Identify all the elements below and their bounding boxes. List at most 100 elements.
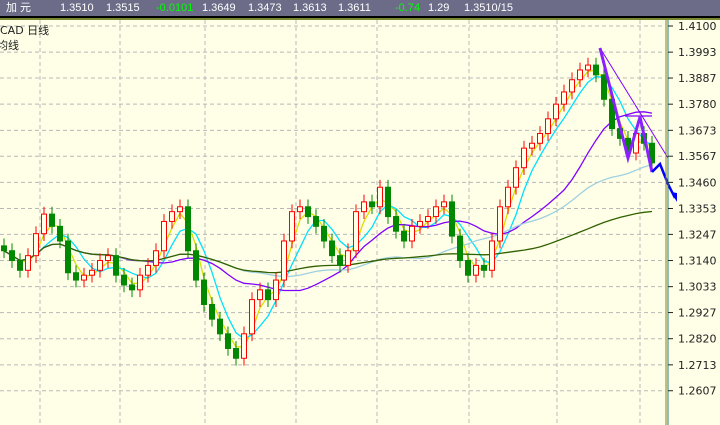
candle [185, 199, 191, 259]
candle [393, 209, 399, 239]
tick-label: 1.2713 [678, 359, 717, 372]
candle [41, 206, 47, 241]
candle-body [529, 142, 535, 149]
candle [49, 206, 55, 234]
candle-body [489, 240, 495, 271]
candle-body [409, 225, 415, 242]
candle [241, 326, 247, 366]
candle [409, 218, 415, 249]
candle-body [177, 206, 183, 213]
candle-body [321, 225, 327, 242]
ma-line-3 [3, 69, 653, 348]
candle-body [521, 147, 527, 169]
candle-body [257, 289, 263, 301]
candle [169, 204, 175, 229]
candle-body [305, 206, 311, 218]
candle [321, 218, 327, 249]
candle [97, 253, 103, 278]
candle [441, 194, 447, 215]
candle-body [249, 299, 255, 335]
candle-body [49, 213, 55, 227]
candle [505, 179, 511, 215]
candle [249, 292, 255, 342]
candle-body [593, 64, 599, 76]
candle-body [185, 206, 191, 252]
candle-body [553, 103, 559, 120]
candle [465, 253, 471, 283]
candle-body [537, 132, 543, 144]
candle-body [289, 211, 295, 242]
candle-body [433, 206, 439, 218]
candle [257, 282, 263, 307]
candle-body [473, 264, 479, 276]
candle [489, 233, 495, 278]
candle-body [89, 269, 95, 276]
candle [9, 243, 15, 268]
candle [417, 214, 423, 234]
candle [561, 84, 567, 112]
trendline-thin [599, 47, 669, 159]
candle [585, 57, 591, 78]
candle-body [313, 216, 319, 227]
candle [17, 253, 23, 278]
quote-bid-ask: 1.3510/15 [464, 2, 513, 14]
candle-body [217, 318, 223, 335]
candle-body [201, 279, 207, 306]
candle-body [377, 186, 383, 208]
candle-body [281, 240, 287, 281]
candle-body [385, 186, 391, 218]
candle [129, 277, 135, 298]
candle-body [497, 206, 503, 242]
ma-label: 均线 [0, 39, 19, 52]
candle-body [649, 142, 655, 164]
candle-body [129, 284, 135, 291]
candle-body [145, 264, 151, 276]
candle [113, 248, 119, 283]
candle-body [465, 260, 471, 276]
candle-body [265, 289, 271, 301]
tick-label: 1.3353 [678, 202, 717, 215]
candle-body [161, 220, 167, 252]
candle-body [577, 69, 583, 81]
trendline-drawings [598, 47, 677, 202]
candle-body [169, 211, 175, 222]
instrument-name: 加 元 [6, 2, 32, 14]
candle-body [73, 272, 79, 281]
candle-body [401, 230, 407, 242]
candle [313, 209, 319, 234]
candle [401, 223, 407, 249]
quote-change: -0.0101 [156, 2, 194, 14]
candle [377, 179, 383, 215]
candle-body [569, 79, 575, 93]
candle [529, 135, 535, 156]
candle-body [97, 260, 103, 271]
candle-body [601, 74, 607, 100]
candle-body [481, 264, 487, 271]
candle-body [585, 64, 591, 71]
candle-body [17, 260, 23, 271]
candle [601, 67, 607, 107]
candle-body [233, 347, 239, 359]
trendline-projection [651, 161, 677, 199]
candle [649, 135, 655, 171]
candle-body [353, 211, 359, 252]
candle [89, 262, 95, 283]
quote-field: 1.3613 [293, 2, 327, 14]
candle [25, 248, 31, 278]
candle-body [457, 235, 463, 262]
candle [161, 214, 167, 259]
candle [433, 199, 439, 224]
quote-field: 1.3649 [202, 2, 236, 14]
candle-body [545, 118, 551, 134]
tick-label: 1.3033 [678, 281, 717, 294]
candle [385, 179, 391, 224]
quote-field: 1.3473 [248, 2, 282, 14]
candle-body [393, 216, 399, 232]
quote-field: 1.3510 [60, 2, 94, 14]
candle [297, 199, 303, 219]
candle-body [345, 250, 351, 266]
candle-body [417, 220, 423, 227]
tick-label: 1.3780 [678, 98, 717, 111]
candle [361, 194, 367, 219]
